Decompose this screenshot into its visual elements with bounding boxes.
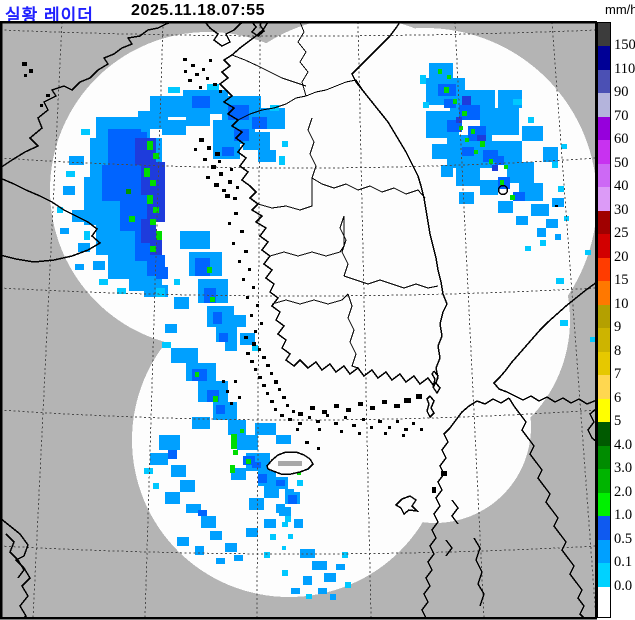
ulleungdo-island	[497, 184, 509, 196]
legend-unit-label: mm/h	[605, 2, 635, 17]
legend-segment	[598, 516, 610, 540]
legend-label: 2.0	[614, 484, 633, 500]
province-borders	[231, 22, 439, 369]
legend-label: 25	[614, 225, 629, 241]
legend-segment	[598, 328, 610, 352]
jeju-island	[266, 451, 314, 475]
legend-label: 1.0	[614, 507, 633, 523]
legend-segment	[598, 234, 610, 258]
legend-label: 9	[614, 319, 622, 335]
legend-label: 5	[614, 413, 622, 429]
legend-segment	[598, 117, 610, 140]
legend-segment	[598, 164, 610, 187]
legend-label: 150	[614, 37, 635, 53]
legend-segment	[598, 352, 610, 375]
legend-label: 90	[614, 84, 629, 100]
small-islands	[22, 58, 558, 493]
legend-segment	[598, 469, 610, 493]
legend-label: 60	[614, 131, 629, 147]
map-border	[0, 20, 597, 620]
legend-segment	[598, 305, 610, 328]
precipitation-layer	[57, 63, 595, 600]
legend-label: 40	[614, 178, 629, 194]
legend-segment	[598, 446, 610, 469]
legend-label: 15	[614, 272, 629, 288]
page-title: 실황 레이더	[5, 6, 94, 25]
legend-label: 6	[614, 390, 622, 406]
legend-label: 20	[614, 249, 629, 265]
legend-segment	[598, 187, 610, 211]
legend-segment	[598, 211, 610, 234]
legend-label: 7	[614, 366, 622, 382]
legend-label: 50	[614, 155, 629, 171]
legend-segment	[598, 46, 610, 70]
legend-label: 0.0	[614, 578, 633, 594]
legend-segment	[598, 258, 610, 281]
legend-segment	[598, 422, 610, 446]
legend-label: 4.0	[614, 437, 633, 453]
legend-segment	[598, 587, 610, 617]
legend-label: 0.5	[614, 531, 633, 547]
radar-map	[0, 20, 597, 620]
legend-segment	[598, 399, 610, 422]
legend-segment	[598, 563, 610, 587]
legend-segment	[598, 540, 610, 563]
legend-segment	[598, 23, 610, 46]
legend-segment	[598, 375, 610, 399]
legend-segment	[598, 281, 610, 305]
coastlines	[2, 22, 596, 617]
observation-timestamp: 2025.11.18.07:55	[131, 2, 266, 19]
legend-label: 3.0	[614, 460, 633, 476]
map-layers	[2, 22, 596, 617]
legend-label: 10	[614, 296, 629, 312]
rain-rate-color-scale	[597, 22, 611, 618]
legend-label: 0.1	[614, 554, 633, 570]
legend-label: 8	[614, 343, 622, 359]
legend-label: 30	[614, 202, 629, 218]
graticule-grid	[2, 22, 596, 617]
legend-label: 70	[614, 108, 629, 124]
legend-segment	[598, 140, 610, 164]
legend-label: 110	[614, 61, 635, 77]
legend-segment	[598, 93, 610, 117]
legend-segment	[598, 493, 610, 516]
legend-segment	[598, 70, 610, 93]
